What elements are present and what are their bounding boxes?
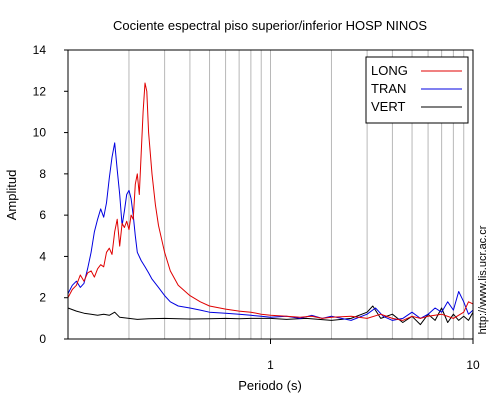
grid-layer bbox=[128, 50, 465, 339]
x-tick-label: 1 bbox=[267, 358, 274, 372]
website-note: http://www.lis.ucr.ac.cr bbox=[477, 225, 489, 334]
legend-box bbox=[365, 56, 469, 124]
y-tick-label: 2 bbox=[39, 291, 46, 305]
legend-label-tran: TRAN bbox=[371, 81, 406, 96]
x-axis-label: Periodo (s) bbox=[238, 378, 302, 393]
y-tick-label: 10 bbox=[33, 126, 47, 140]
y-tick-label: 6 bbox=[39, 208, 46, 222]
y-tick-label: 4 bbox=[39, 249, 46, 263]
legend: LONG TRAN VERT bbox=[365, 56, 469, 124]
chart-title: Cociente espectral piso superior/inferio… bbox=[113, 18, 427, 33]
y-tick-label: 12 bbox=[33, 84, 47, 98]
legend-items: LONG TRAN VERT bbox=[371, 63, 462, 114]
axis-layer: 0 2 4 6 8 10 12 14 1 10 bbox=[33, 43, 480, 372]
y-tick-label: 0 bbox=[39, 332, 46, 346]
series-line-long bbox=[67, 82, 474, 321]
y-tick-label: 14 bbox=[33, 43, 47, 57]
y-tick-label: 8 bbox=[39, 167, 46, 181]
series-layer bbox=[67, 82, 474, 326]
y-axis-label: Amplitud bbox=[4, 170, 19, 221]
legend-label-long: LONG bbox=[371, 63, 408, 78]
legend-label-vert: VERT bbox=[371, 99, 405, 114]
x-tick-label: 10 bbox=[466, 358, 480, 372]
series-line-tran bbox=[67, 142, 474, 321]
